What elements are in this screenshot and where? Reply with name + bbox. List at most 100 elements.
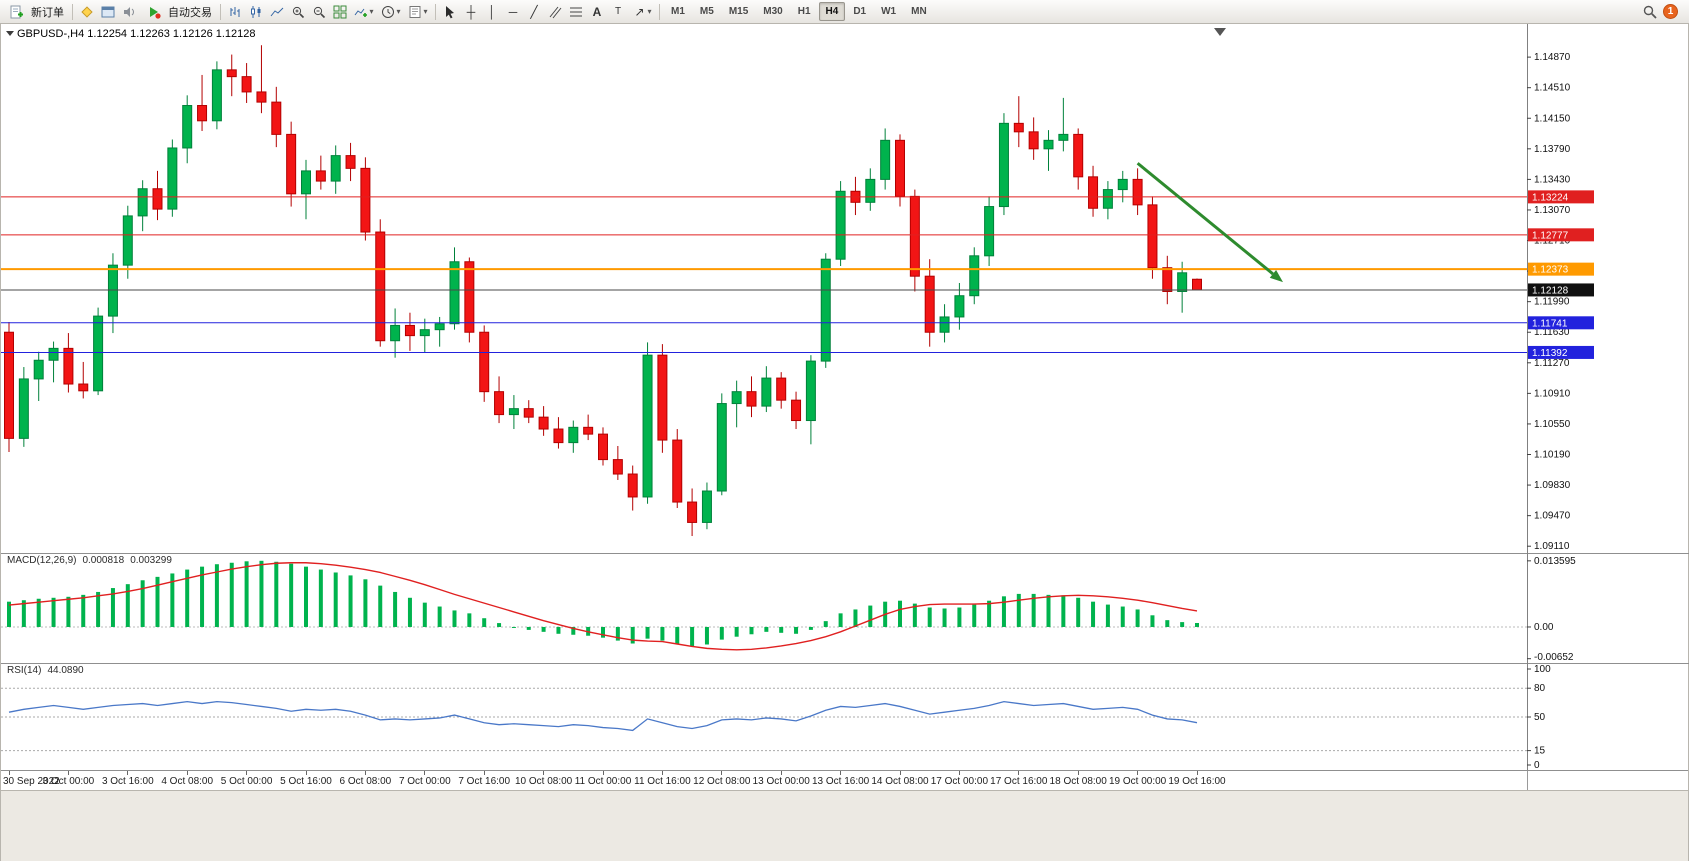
macd-histogram-bar — [868, 605, 873, 627]
macd-histogram-bar — [482, 618, 487, 627]
candle-body — [642, 354, 653, 498]
candle-body — [330, 155, 341, 182]
candle-body — [1162, 267, 1173, 292]
price-line-label-text: 1.12128 — [1532, 285, 1569, 296]
notification-badge[interactable]: 1 — [1663, 4, 1678, 19]
text-label-button[interactable]: T — [608, 2, 628, 22]
text-label-icon: T — [614, 5, 622, 17]
time-axis[interactable]: 30 Sep 2022 3 Oct 00:00 3 Oct 16:00 4 Oct 0… — [1, 770, 1688, 790]
macd-histogram-bar — [942, 608, 947, 627]
search-button[interactable] — [1640, 2, 1660, 22]
macd-histogram-bar — [407, 597, 412, 627]
horizontal-line-icon: ─ — [508, 4, 518, 19]
terminal-button[interactable] — [98, 2, 118, 22]
macd-histogram-bar — [259, 560, 264, 627]
main-chart-canvas[interactable]: 1.14870 1.14510 1.14150 1.13790 1.13430 1.130… — [1, 24, 1689, 553]
trend-arrow-head — [1269, 270, 1283, 283]
candle-body — [301, 170, 311, 195]
time-label: 18 Oct 08:00 — [1049, 776, 1107, 787]
vertical-line-icon: │ — [488, 4, 496, 19]
candle-body — [687, 501, 698, 523]
price-tick-label: 1.14510 — [1534, 83, 1571, 94]
price-line-label-text: 1.12373 — [1532, 265, 1569, 276]
macd-histogram-bar — [749, 626, 754, 635]
macd-histogram-bar — [630, 626, 635, 644]
time-label: 19 Oct 00:00 — [1108, 776, 1167, 787]
macd-histogram-bar — [318, 569, 323, 627]
candle-body — [48, 347, 59, 361]
cursor-button[interactable] — [440, 2, 460, 22]
trendline-icon: ╱ — [530, 4, 538, 19]
trendline-button[interactable]: ╱ — [524, 2, 544, 22]
periods-button[interactable]: ▾ — [378, 2, 404, 22]
macd-histogram-bar — [96, 591, 101, 627]
text-button[interactable]: A — [587, 2, 607, 22]
zoom-out-button[interactable] — [309, 2, 329, 22]
macd-histogram-bar — [660, 626, 665, 641]
macd-histogram-bar — [838, 613, 843, 627]
indicators-icon — [355, 8, 368, 17]
candle-body — [1058, 133, 1069, 141]
macd-histogram-bar — [898, 600, 902, 627]
timeframe-button-m15[interactable]: M15 — [722, 2, 755, 21]
timeframe-button-h1[interactable]: H1 — [791, 2, 818, 21]
bar-chart-button[interactable] — [225, 2, 245, 22]
tile-windows-button[interactable] — [330, 2, 350, 22]
timeframe-button-m30[interactable]: M30 — [756, 2, 789, 21]
candle-body — [1013, 122, 1024, 133]
timeframe-button-h4[interactable]: H4 — [818, 2, 846, 21]
macd-histogram-bar — [274, 561, 279, 627]
arrows-button[interactable]: ↗ ▾ — [629, 2, 655, 22]
macd-panel-canvas[interactable]: 0.013595 0.00 -0.00652 — [1, 553, 1689, 663]
rsi-panel-canvas[interactable]: 100 80 50 15 0 — [1, 663, 1689, 770]
tile-windows-icon — [333, 5, 347, 18]
autotrading-button[interactable]: 自动交易 — [140, 2, 216, 22]
indicators-button[interactable]: ▾ — [351, 2, 377, 22]
time-label: 17 Oct 00:00 — [930, 776, 989, 787]
one-click-trading-toggle[interactable] — [6, 31, 14, 36]
alerts-button[interactable] — [119, 2, 139, 22]
time-label: 11 Oct 00:00 — [574, 776, 632, 787]
trend-arrow-line[interactable] — [1136, 162, 1274, 276]
horizontal-line-button[interactable]: ─ — [503, 2, 523, 22]
text-icon: A — [592, 4, 602, 19]
macd-histogram-bar — [422, 602, 427, 627]
templates-button[interactable]: ▾ — [405, 2, 431, 22]
zoom-in-button[interactable] — [288, 2, 308, 22]
macd-histogram-bar — [601, 626, 605, 638]
new-order-button[interactable]: 新订单 — [3, 2, 68, 22]
channel-button[interactable] — [545, 2, 565, 22]
price-tick-label: 1.13790 — [1534, 144, 1571, 155]
macd-histogram-bar — [170, 573, 175, 627]
candle-body — [286, 133, 297, 195]
chart-shift-marker[interactable] — [1214, 28, 1226, 36]
candle-body — [137, 188, 148, 217]
macd-histogram-bar — [140, 580, 145, 627]
metaeditor-button[interactable] — [77, 2, 97, 22]
candle-body — [1192, 278, 1202, 291]
timeframe-button-mn[interactable]: MN — [904, 2, 934, 21]
macd-axis-label: -0.00652 — [1534, 652, 1574, 663]
candle-body — [197, 105, 208, 122]
macd-histogram-bar — [511, 626, 516, 628]
rsi-axis-label: 15 — [1534, 746, 1546, 757]
vertical-line-button[interactable]: │ — [482, 2, 502, 22]
macd-histogram-bar — [1031, 593, 1036, 627]
macd-histogram-bar — [1076, 597, 1081, 627]
macd-histogram-bar — [541, 626, 546, 632]
macd-histogram-bar — [734, 626, 739, 637]
timeframe-button-d1[interactable]: D1 — [846, 2, 873, 21]
timeframe-button-m5[interactable]: M5 — [693, 2, 721, 21]
line-chart-button[interactable] — [267, 2, 287, 22]
timeframe-button-w1[interactable]: W1 — [874, 2, 903, 21]
time-label: 14 Oct 08:00 — [871, 776, 929, 787]
candle-body — [984, 206, 995, 257]
candle-body — [78, 383, 89, 392]
timeframe-button-m1[interactable]: M1 — [664, 2, 692, 21]
candle-body — [1088, 176, 1099, 209]
fibonacci-button[interactable] — [566, 2, 586, 22]
candlestick-chart-button[interactable] — [246, 2, 266, 22]
candle-body — [494, 391, 505, 416]
crosshair-button[interactable]: ┼ — [461, 2, 481, 22]
macd-histogram-bar — [185, 569, 190, 627]
